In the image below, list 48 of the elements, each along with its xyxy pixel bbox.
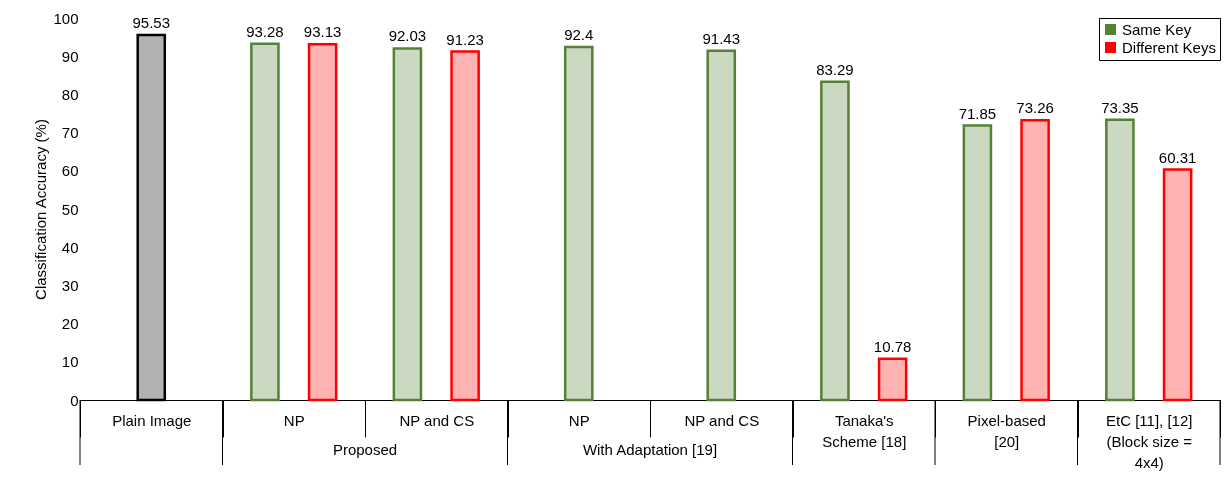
x-tick-label: NP and CS: [684, 411, 760, 429]
bar: [1162, 168, 1193, 402]
x-tick-label: NP: [568, 411, 590, 429]
x-tick-label: NP: [283, 411, 305, 429]
y-tick-label: 10: [61, 353, 79, 371]
y-tick-label: 60: [61, 162, 79, 180]
data-label: 91.23: [446, 30, 484, 48]
y-tick-label: 80: [61, 85, 79, 103]
data-label: 93.13: [303, 23, 342, 41]
legend-label: Different Keys: [1122, 38, 1216, 56]
bar: [1020, 118, 1050, 402]
y-tick-label: 90: [61, 47, 79, 65]
text: With Adaptation [19]: [582, 441, 718, 458]
data-label: 73.35: [1101, 98, 1139, 116]
data-label: 73.26: [1016, 99, 1054, 117]
data-label: 91.43: [702, 29, 741, 47]
y-tick-label: 30: [61, 276, 79, 294]
y-tick-label: 100: [53, 9, 79, 27]
bar: [392, 47, 423, 402]
y-tick-label: 0: [70, 391, 79, 409]
bar: [136, 33, 167, 402]
data-label: 93.28: [246, 22, 284, 40]
data-label: 71.85: [958, 104, 997, 122]
y-tick-label: 70: [61, 124, 79, 142]
bar: [1105, 118, 1135, 402]
data-label: 92.4: [564, 26, 594, 44]
x-tick-label: Tanaka's Scheme [18]: [822, 411, 907, 450]
bar: [307, 42, 338, 402]
x-tick-label: EtC [11], [12] (Block size = 4x4): [1106, 411, 1193, 471]
data-label: 95.53: [132, 14, 171, 32]
legend-label: Same Key: [1122, 20, 1192, 38]
x-tick-label: NP and CS: [399, 411, 475, 429]
y-tick-label: 20: [61, 315, 79, 333]
y-tick-label: 50: [61, 200, 79, 218]
bar: [877, 357, 908, 402]
x-tick-label: Pixel-based [20]: [967, 411, 1046, 450]
y-axis-title: Classification Accuracy (%): [32, 119, 50, 300]
data-label: 83.29: [816, 60, 854, 78]
bar: [250, 42, 280, 402]
bar: [450, 50, 480, 402]
data-label: 10.78: [873, 337, 912, 355]
data-label: 60.31: [1158, 148, 1197, 166]
text: Proposed: [332, 441, 398, 458]
y-tick-label: 40: [61, 238, 79, 256]
data-label: 92.03: [388, 27, 427, 45]
bar: [820, 80, 850, 402]
bar: [962, 124, 993, 402]
x-tick-label: Plain Image: [112, 411, 192, 429]
